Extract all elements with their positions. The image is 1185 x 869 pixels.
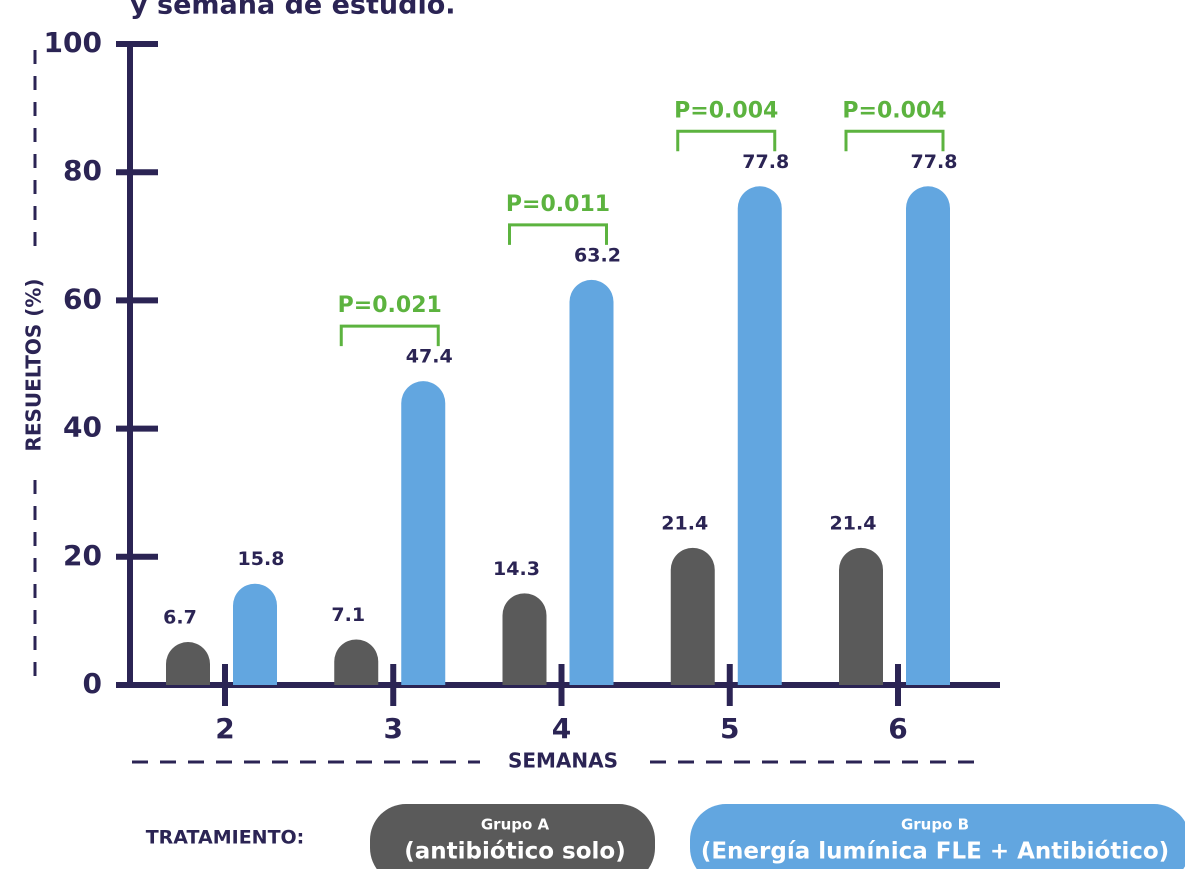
y-tick-label: 40 [63,411,102,444]
value-label: 21.4 [830,512,877,534]
legend-description: (Energía lumínica FLE + Antibiótico) [701,839,1169,865]
bar [334,639,379,685]
bar [166,642,210,685]
p-value: P=0.004 [674,98,778,123]
bar [502,593,547,685]
legend-name: Grupo A [481,816,550,834]
p-bracket [844,129,945,152]
value-label: 77.8 [742,151,789,173]
bar [401,381,446,685]
p-value: P=0.011 [506,192,610,217]
legend-title: TRATAMIENTO: [146,827,305,849]
p-bracket [676,129,777,152]
legend-pill [690,804,1185,869]
bar [569,279,614,685]
legend-description: (antibiótico solo) [404,839,625,865]
bar [839,547,883,685]
x-tick-label: 4 [552,712,571,745]
value-label: 47.4 [406,346,453,368]
p-value: P=0.021 [338,293,442,318]
bar [906,186,950,685]
bar [233,583,277,685]
y-tick-label: 20 [63,539,102,572]
value-label: 7.1 [331,604,365,626]
y-tick-label: 0 [83,667,102,700]
bar [670,547,715,685]
x-tick-label: 3 [384,712,403,745]
value-label: 77.8 [911,151,958,173]
legend-pill [370,804,655,869]
y-axis-label: RESUELTOS (%) [22,278,46,451]
chart-title: y semana de estudio. [130,0,456,21]
legend-name: Grupo B [901,816,969,834]
p-bracket [339,324,440,347]
value-label: 21.4 [661,512,708,534]
y-tick-label: 60 [63,282,102,315]
p-value: P=0.004 [842,98,946,123]
y-tick-label: 100 [44,26,102,59]
p-bracket [508,223,608,245]
value-label: 15.8 [238,548,285,570]
x-tick-label: 2 [215,712,234,745]
value-label: 63.2 [574,244,621,266]
x-axis-label: SEMANAS [508,749,618,773]
y-tick-label: 80 [63,154,102,187]
x-tick-label: 6 [888,712,907,745]
x-tick-label: 5 [720,712,739,745]
bar [737,186,782,685]
value-label: 14.3 [493,558,540,580]
value-label: 6.7 [163,607,197,629]
